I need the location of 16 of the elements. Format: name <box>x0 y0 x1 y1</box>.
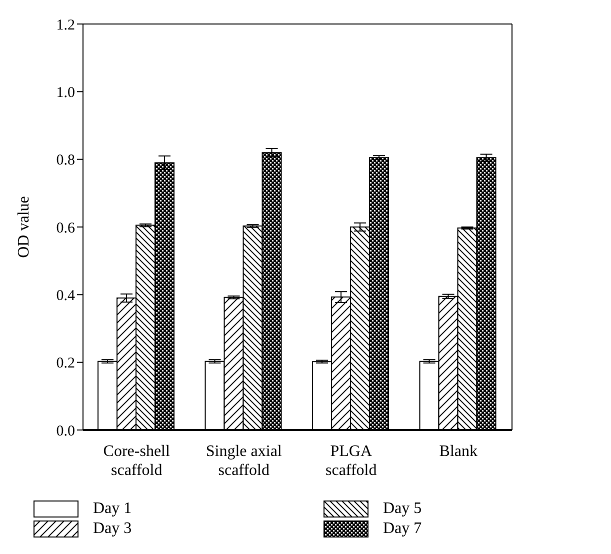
x-tick-label: Core-shell scaffold <box>103 443 170 479</box>
y-tick-label: 1.2 <box>56 17 75 34</box>
y-axis-title: OD value <box>16 196 33 258</box>
legend-label: Day 5 <box>383 500 422 518</box>
x-tick-label: PLGA scaffold <box>326 443 377 479</box>
y-tick-label: 0.0 <box>56 423 75 440</box>
y-tick-label: 0.6 <box>56 220 76 236</box>
y-tick-label: 0.8 <box>56 152 75 169</box>
y-tick-label: 0.2 <box>56 356 75 372</box>
legend-label: Day 1 <box>93 500 132 518</box>
y-tick-label: 1.0 <box>56 84 75 101</box>
legend-label: Day 3 <box>93 520 132 538</box>
legend-label: Day 7 <box>383 520 422 538</box>
x-tick-label: Blank <box>439 443 478 460</box>
x-tick-label: Single axial scaffold <box>206 443 282 479</box>
y-tick-label: 0.4 <box>56 288 76 304</box>
